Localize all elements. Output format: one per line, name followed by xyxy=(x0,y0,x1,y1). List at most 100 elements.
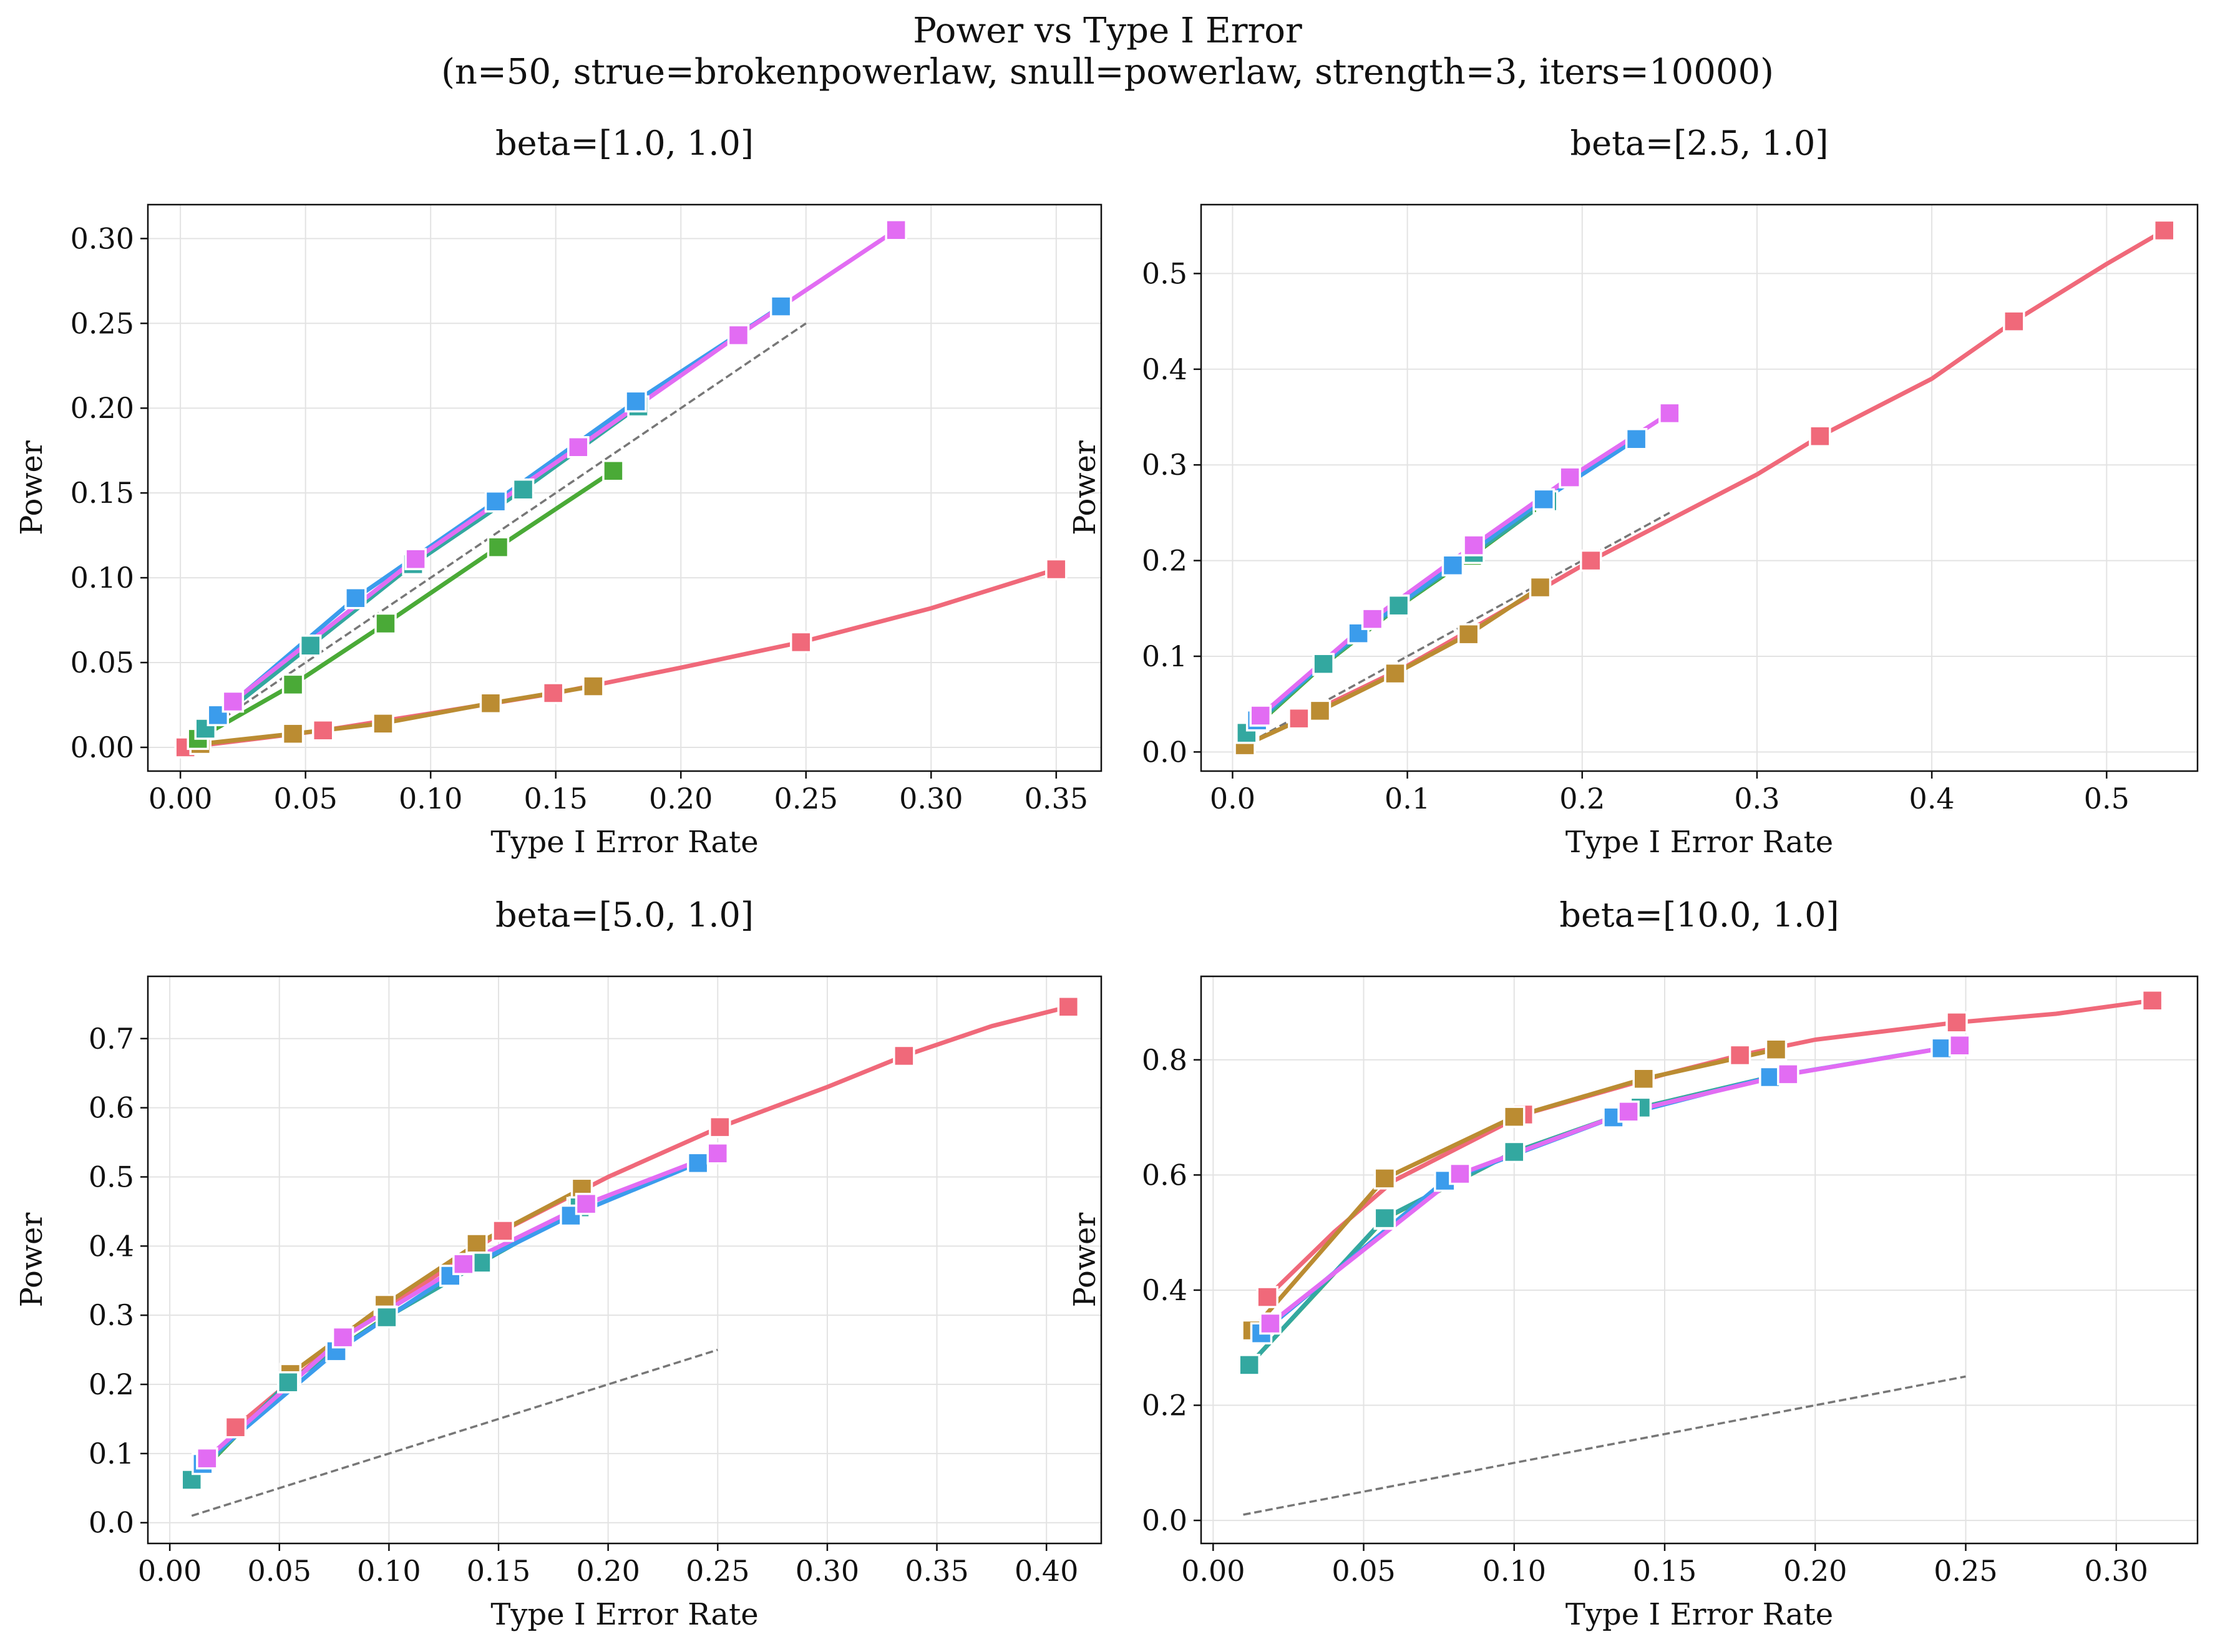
marker-pink xyxy=(709,1115,731,1139)
series-line-magenta xyxy=(205,1151,720,1461)
marker-pink xyxy=(311,719,334,742)
x-tick-label: 0.5 xyxy=(2084,782,2130,815)
marker-olive xyxy=(1529,576,1552,599)
y-tick-label: 0.4 xyxy=(89,1229,134,1263)
axes-frame xyxy=(147,975,1103,1545)
marker-olive xyxy=(582,675,605,697)
marker-blue xyxy=(484,490,507,513)
marker-olive xyxy=(465,1233,488,1255)
marker-olive xyxy=(281,722,304,745)
x-tick-label: 0.30 xyxy=(2085,1554,2148,1588)
marker-magenta xyxy=(1777,1063,1799,1086)
x-axis-label: Type I Error Rate xyxy=(1565,825,1833,860)
x-tick-label: 0.20 xyxy=(649,782,713,815)
series-line-blue xyxy=(200,1160,701,1466)
x-tick-label: 0.10 xyxy=(1482,1554,1546,1588)
x-tick-label: 0.15 xyxy=(1633,1554,1697,1588)
marker-magenta xyxy=(1463,534,1485,556)
marker-pink xyxy=(1580,549,1602,572)
marker-teal xyxy=(1238,1354,1260,1376)
marker-pink xyxy=(224,1416,247,1439)
marker-magenta xyxy=(196,1447,218,1470)
marker-olive xyxy=(1457,623,1480,646)
y-tick-label: 0.0 xyxy=(1142,735,1187,769)
x-tick-label: 0.3 xyxy=(1734,782,1779,815)
marker-magenta xyxy=(331,1326,354,1349)
x-tick-label: 0.05 xyxy=(273,782,337,815)
marker-pink xyxy=(1945,1011,1968,1034)
marker-teal xyxy=(1312,653,1335,675)
x-tick-label: 0.20 xyxy=(576,1554,640,1588)
y-tick-label: 0.5 xyxy=(1142,256,1187,290)
marker-pink xyxy=(1256,1286,1278,1308)
y-tick-label: 0.8 xyxy=(1142,1043,1187,1077)
y-tick-label: 0.00 xyxy=(71,731,134,764)
y-axis-label: Power xyxy=(14,1213,49,1308)
y-tick-label: 0.4 xyxy=(1142,1273,1187,1307)
x-tick-label: 0.4 xyxy=(1909,782,1955,815)
y-axis-label: Power xyxy=(14,440,49,535)
marker-pink xyxy=(1809,425,1831,447)
marker-green xyxy=(602,460,625,482)
x-tick-label: 0.35 xyxy=(905,1554,968,1588)
marker-blue xyxy=(625,390,647,413)
marker-blue xyxy=(1759,1066,1781,1089)
subplot-title: beta=[10.0, 1.0] xyxy=(1559,895,1839,935)
subplot-title: beta=[5.0, 1.0] xyxy=(495,895,754,935)
marker-magenta xyxy=(575,1192,598,1215)
marker-magenta xyxy=(567,436,590,459)
series-line-pink xyxy=(1265,998,2155,1300)
y-tick-label: 0.3 xyxy=(1142,448,1187,482)
marker-teal xyxy=(299,634,322,657)
grid xyxy=(148,976,1101,1543)
y-tick-label: 0.3 xyxy=(89,1298,134,1332)
subplot-2: beta=[2.5, 1.0] 0.0 0.1 0.2 0.3 0.4 0.5 0.0 0.1 0… xyxy=(1068,124,2199,860)
y-tick-label: 0.2 xyxy=(1142,1389,1187,1422)
y-tick-label: 0.6 xyxy=(1142,1158,1187,1192)
series-line-green xyxy=(189,1205,580,1484)
marker-olive xyxy=(1503,1105,1526,1128)
x-tick-label: 0.00 xyxy=(1181,1554,1245,1588)
marker-pink xyxy=(2153,219,2176,242)
marker-olive xyxy=(1373,1167,1396,1190)
y-tick-label: 0.0 xyxy=(1142,1504,1187,1537)
marker-magenta xyxy=(1259,1312,1282,1335)
marker-pink xyxy=(2141,989,2164,1012)
reference-line xyxy=(191,1348,718,1517)
marker-magenta xyxy=(1658,402,1681,425)
marker-green xyxy=(487,536,510,558)
y-axis-label: Power xyxy=(1068,1213,1103,1308)
marker-olive xyxy=(1384,662,1406,685)
y-tick-label: 0.0 xyxy=(89,1506,134,1540)
x-tick-label: 0.25 xyxy=(686,1554,749,1588)
subplot-title: beta=[1.0, 1.0] xyxy=(495,124,754,163)
marker-teal xyxy=(376,1306,398,1329)
y-tick-label: 0.30 xyxy=(71,221,134,255)
marker-pink xyxy=(492,1220,514,1242)
y-tick-label: 0.6 xyxy=(89,1091,134,1125)
y-tick-label: 0.7 xyxy=(89,1022,134,1056)
series-line-teal xyxy=(189,1205,582,1482)
marker-olive xyxy=(1308,699,1331,722)
x-tick-label: 0.20 xyxy=(1783,1554,1847,1588)
series-line-olive xyxy=(198,684,596,746)
reference-line xyxy=(1243,1375,1966,1516)
x-tick-label: 0.2 xyxy=(1559,782,1605,815)
subplot-3: beta=[5.0, 1.0] 0.00 0.05 0.10 0.15 0.20 0.25 0… xyxy=(14,895,1103,1632)
y-tick-label: 0.15 xyxy=(71,476,134,510)
marker-green xyxy=(281,673,304,696)
marker-teal xyxy=(277,1371,299,1394)
axes-frame xyxy=(147,203,1103,772)
marker-magenta xyxy=(1249,704,1272,727)
subplot-1: beta=[1.0, 1.0] 0.00 0.05 0.10 0.15 0.20 0.25 0… xyxy=(14,124,1103,860)
marker-pink xyxy=(542,682,565,704)
marker-pink xyxy=(1057,996,1080,1018)
subplots: beta=[1.0, 1.0] 0.00 0.05 0.10 0.15 0.20 0.25 0… xyxy=(14,124,2199,1632)
axes-frame xyxy=(1200,203,2199,772)
marker-blue xyxy=(769,295,792,318)
marker-blue xyxy=(1532,488,1555,511)
x-tick-label: 0.35 xyxy=(1025,782,1088,815)
y-tick-label: 0.2 xyxy=(1142,544,1187,578)
marker-magenta xyxy=(1449,1162,1471,1185)
